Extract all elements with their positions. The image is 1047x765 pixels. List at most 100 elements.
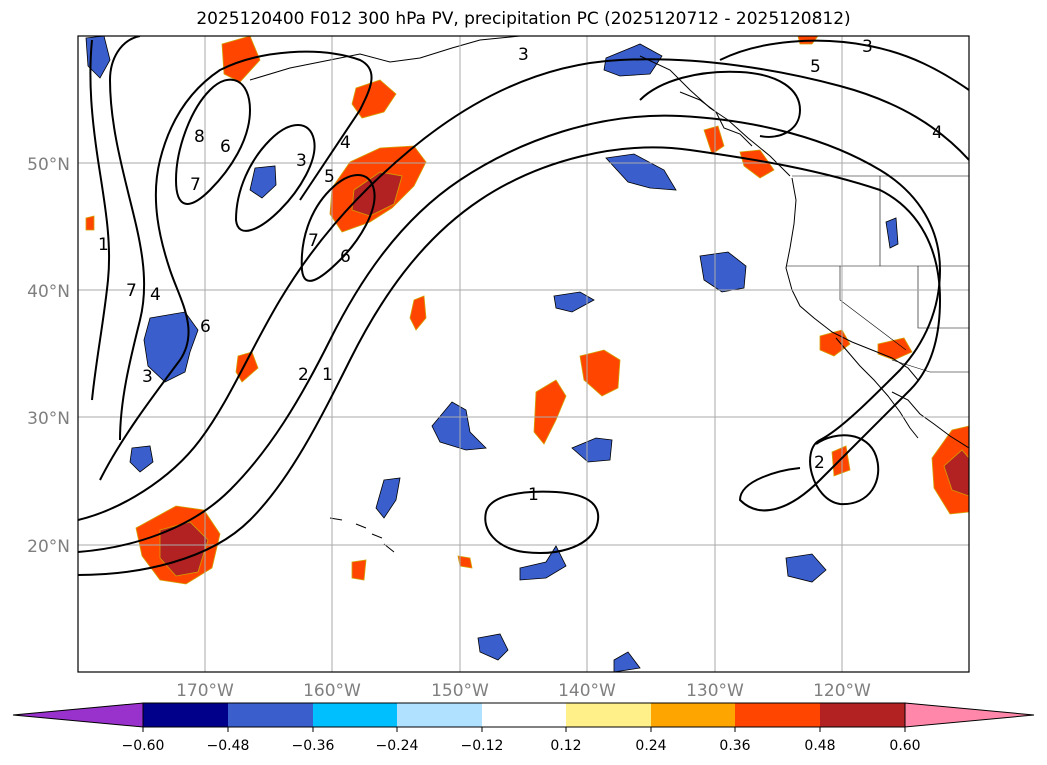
precip-neg-blob (885, 217, 899, 249)
contour-label: 6 (220, 137, 231, 157)
precip-neg-blob (519, 545, 567, 581)
contour-label: 4 (340, 133, 351, 153)
colorbar-segment (143, 703, 228, 727)
colorbar-left-extension (12, 702, 144, 728)
state-border (917, 266, 969, 329)
precip-pos-blob (351, 559, 367, 581)
contour-label: 3 (518, 45, 529, 65)
colorbar-segment (566, 703, 651, 727)
colorbar-label: 0.48 (804, 738, 835, 754)
pv-contour-2 (78, 114, 942, 553)
pv-contour-11 (719, 39, 969, 91)
contour-label: 2 (298, 365, 309, 385)
lat-label-20n: 20°N (27, 537, 70, 557)
colorbar-segment (397, 703, 482, 727)
contour-label: 1 (322, 365, 333, 385)
contour-label: 7 (308, 231, 319, 251)
contour-label: 1 (528, 485, 539, 505)
colorbar-label: −0.36 (292, 738, 335, 754)
pv-contour-4 (99, 50, 373, 481)
contour-label: 3 (862, 37, 873, 57)
colorbar-segment (651, 703, 735, 727)
colorbar-segment (735, 703, 820, 727)
alaska-coast (249, 36, 521, 81)
pv-contour-1b (484, 490, 600, 554)
graticule (78, 36, 969, 672)
colorbar-label: 0.12 (550, 738, 581, 754)
precip-pos-blob (739, 149, 775, 179)
contour-label: 7 (190, 175, 201, 195)
colorbar-label: −0.12 (461, 738, 504, 754)
precip-neg-blob (613, 651, 641, 672)
precip-neg-blob (249, 165, 277, 199)
colorbar-segment (228, 703, 313, 727)
precip-pos-blob (351, 79, 397, 119)
colorbar-label: −0.24 (376, 738, 419, 754)
colorbar-right-extension (904, 702, 1035, 728)
colorbar-ticks (142, 727, 906, 732)
precip-neg-blob (785, 553, 827, 583)
colorbar-segment (820, 703, 905, 727)
hawaii-islands (329, 517, 395, 553)
lat-label-40n: 40°N (27, 282, 70, 302)
contour-label: 6 (340, 247, 351, 267)
lon-label-130w: 130°W (686, 681, 744, 701)
precip-neg-blob (553, 291, 595, 313)
precip-pos-blob (85, 215, 95, 231)
precip-neg-blob (375, 477, 401, 519)
state-border (839, 266, 907, 351)
precip-pos-blob (457, 555, 473, 569)
pv-contour-7 (234, 124, 316, 232)
longitude-labels: 170°W 160°W 150°W 140°W 130°W 120°W (176, 681, 871, 701)
precip-pos-blob (409, 295, 427, 331)
precip-neg-blob (129, 445, 154, 473)
colorbar-label: −0.60 (122, 738, 165, 754)
lon-label-140w: 140°W (558, 681, 616, 701)
colorbar: −0.60 −0.48 −0.36 −0.24 −0.12 0.12 0.24 … (12, 702, 1035, 754)
lat-label-50n: 50°N (27, 155, 70, 175)
coastlines (249, 36, 969, 553)
contour-label: 2 (814, 453, 825, 473)
lon-label-160w: 160°W (303, 681, 361, 701)
precip-neg-blob (431, 401, 487, 451)
alaska-panhandle-coast (639, 55, 791, 177)
map-title: 2025120400 F012 300 hPa PV, precipitatio… (196, 9, 851, 29)
colorbar-label: 0.36 (719, 738, 750, 754)
pv-contour-10 (639, 70, 802, 138)
political-borders (786, 175, 969, 373)
lon-label-170w: 170°W (176, 681, 234, 701)
colorbar-tick-labels: −0.60 −0.48 −0.36 −0.24 −0.12 0.12 0.24 … (122, 738, 921, 754)
precip-pos-blob (351, 171, 403, 217)
latitude-labels: 50°N 40°N 30°N 20°N (27, 155, 70, 557)
pv-contour-5 (174, 78, 252, 205)
pv-contour-1 (78, 146, 942, 576)
colorbar-frame (142, 702, 906, 728)
colorbar-label: 0.60 (889, 738, 920, 754)
colorbar-segment (482, 703, 566, 727)
precip-pos-blob (703, 125, 725, 155)
contour-label: 5 (324, 167, 335, 187)
contour-label: 8 (194, 127, 205, 147)
pv-contour-labels: 1 1 2 2 3 3 3 3 4 4 4 5 5 6 6 6 7 7 7 8 … (98, 37, 943, 505)
colorbar-label: −0.48 (207, 738, 250, 754)
west-coast-usa (785, 177, 919, 381)
precip-pos-blob (533, 379, 567, 445)
pv-contour-3 (78, 58, 969, 521)
lon-label-120w: 120°W (813, 681, 871, 701)
precip-pos-blob (943, 449, 969, 497)
pv-contours (78, 36, 969, 576)
colorbar-label: 0.24 (635, 738, 666, 754)
precip-neg-blob (571, 437, 613, 463)
precip-pos-blob (235, 351, 259, 383)
map-frame (77, 35, 970, 673)
lon-label-150w: 150°W (431, 681, 489, 701)
mexico-coast (891, 391, 969, 449)
contour-label: 3 (142, 367, 153, 387)
precip-neg-blob (143, 311, 199, 383)
precip-neg-blob (477, 633, 509, 661)
contour-label: 6 (200, 317, 211, 337)
lat-label-30n: 30°N (27, 409, 70, 429)
contour-label: 4 (932, 123, 943, 143)
pv-contour-6 (300, 174, 376, 282)
